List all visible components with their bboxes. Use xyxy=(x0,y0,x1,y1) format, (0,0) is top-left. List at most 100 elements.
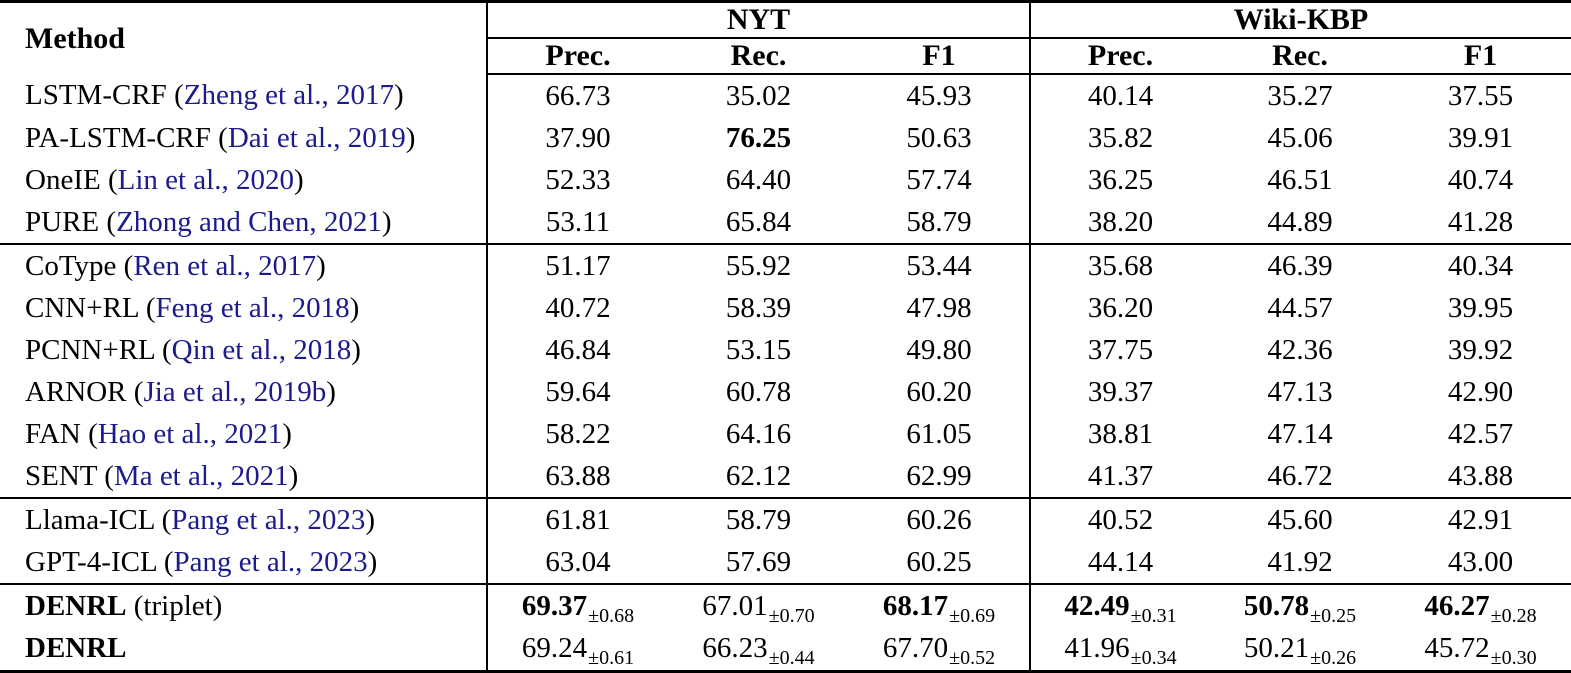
metric-value: 50.63 xyxy=(849,117,1031,160)
metric-value: 57.74 xyxy=(849,159,1031,201)
table-row: PURE (Zhong and Chen, 2021) 53.11 65.84 58.… xyxy=(0,200,1571,245)
metric-value: 62.12 xyxy=(668,455,849,498)
citation-link[interactable]: Feng et al., 2018 xyxy=(155,291,350,324)
citation-link[interactable]: Ma et al., 2021 xyxy=(113,459,289,492)
metric-number: 50.63 xyxy=(906,121,972,154)
metric-value: 52.33 xyxy=(487,159,668,201)
method-name: GPT-4-ICL xyxy=(25,545,157,578)
metric-number: 51.17 xyxy=(545,249,611,282)
metric-number: 67.70 xyxy=(882,632,949,665)
method-name: DENRL xyxy=(25,632,127,665)
method-cell: CoType (Ren et al., 2017) xyxy=(0,244,488,288)
table-section: LSTM-CRF (Zheng et al., 2017) 66.73 35.02 4… xyxy=(0,74,1571,245)
table-row: OneIE (Lin et al., 2020) 52.33 64.40 57.74 3… xyxy=(0,159,1571,201)
col-header-nyt-prec: Prec. xyxy=(487,38,668,75)
metric-value: 37.90 xyxy=(487,117,668,159)
method-cell: GPT-4-ICL (Pang et al., 2023) xyxy=(0,541,488,585)
col-header-method: Method xyxy=(0,1,488,74)
metric-number: 50.21 xyxy=(1243,632,1310,665)
metric-number: 46.51 xyxy=(1267,163,1333,196)
table-section: Llama-ICL (Pang et al., 2023) 61.81 58.79 6… xyxy=(0,498,1571,585)
metric-number: 35.82 xyxy=(1087,121,1154,154)
metric-number: 39.92 xyxy=(1447,333,1514,366)
metric-value: 58.39 xyxy=(668,287,849,329)
metric-value: 58.22 xyxy=(487,413,668,455)
citation-link[interactable]: Pang et al., 2023 xyxy=(171,503,366,536)
citation-link[interactable]: Zhong and Chen, 2021 xyxy=(116,205,382,238)
table-row: CNN+RL (Feng et al., 2018) 40.72 58.39 47.9… xyxy=(0,287,1571,330)
metric-value: 45.60 xyxy=(1210,498,1390,541)
metric-number: 46.27 xyxy=(1424,590,1490,623)
metric-number: 50.78 xyxy=(1243,590,1310,623)
metric-number: 46.84 xyxy=(545,333,611,366)
metric-number: 64.16 xyxy=(725,417,792,450)
metric-number: 46.39 xyxy=(1267,249,1333,282)
metric-value: 42.49±0.31 xyxy=(1030,584,1210,627)
method-cell: ARNOR (Jia et al., 2019b) xyxy=(0,371,488,414)
method-name: FAN xyxy=(25,417,81,450)
metric-value: 55.92 xyxy=(668,244,849,287)
table-section: DENRL (triplet) 69.37±0.68 67.01±0.70 68.17… xyxy=(0,584,1571,672)
method-name: OneIE xyxy=(25,163,101,196)
metric-number: 76.25 xyxy=(725,121,792,154)
table-row: DENRL 69.24±0.61 66.23±0.44 67.70±0.52 41.96… xyxy=(0,627,1571,672)
metric-value: 60.25 xyxy=(849,541,1031,585)
table-row: PCNN+RL (Qin et al., 2018) 46.84 53.15 49.8… xyxy=(0,329,1571,372)
metric-value: 68.17±0.69 xyxy=(849,584,1031,628)
method-name: SENT xyxy=(25,459,97,492)
metric-number: 62.12 xyxy=(725,459,792,492)
citation-link[interactable]: Hao et al., 2021 xyxy=(97,417,283,450)
metric-value: 46.39 xyxy=(1210,244,1390,287)
metric-number: 43.88 xyxy=(1447,459,1514,492)
metric-number: 42.36 xyxy=(1267,333,1333,366)
metric-number: 42.90 xyxy=(1447,375,1514,408)
metric-value: 69.37±0.68 xyxy=(487,584,668,627)
metric-number: 58.22 xyxy=(545,417,611,450)
method-cell: LSTM-CRF (Zheng et al., 2017) xyxy=(0,74,488,118)
metric-number: 60.25 xyxy=(906,545,972,578)
metric-value: 40.74 xyxy=(1390,159,1571,201)
metric-value: 44.14 xyxy=(1030,541,1210,584)
col-group-nyt: NYT xyxy=(487,1,1031,39)
metric-number: 45.06 xyxy=(1267,121,1333,154)
metric-value: 50.21±0.26 xyxy=(1210,628,1390,672)
metric-value: 46.72 xyxy=(1210,455,1390,498)
metric-stddev: ±0.28 xyxy=(1490,605,1537,628)
citation-link[interactable]: Dai et al., 2019 xyxy=(227,121,406,154)
metric-value: 45.93 xyxy=(849,74,1031,118)
metric-number: 42.91 xyxy=(1447,503,1514,536)
method-cell: PURE (Zhong and Chen, 2021) xyxy=(0,200,488,245)
method-cell: PCNN+RL (Qin et al., 2018) xyxy=(0,329,488,372)
metric-value: 42.36 xyxy=(1210,329,1390,371)
metric-value: 66.73 xyxy=(487,74,668,117)
metric-value: 60.26 xyxy=(849,498,1031,542)
method-cell: SENT (Ma et al., 2021) xyxy=(0,454,488,499)
citation-link[interactable]: Zheng et al., 2017 xyxy=(183,79,394,112)
citation-link[interactable]: Qin et al., 2018 xyxy=(171,333,352,366)
metric-number: 35.02 xyxy=(725,79,792,112)
method-cell: DENRL (triplet) xyxy=(0,584,488,628)
metric-value: 40.52 xyxy=(1030,498,1210,541)
metric-number: 46.72 xyxy=(1267,459,1333,492)
citation-link[interactable]: Jia et al., 2019b xyxy=(143,375,327,408)
metric-value: 39.37 xyxy=(1030,371,1210,413)
citation-link[interactable]: Lin et al., 2020 xyxy=(117,163,294,196)
citation-link[interactable]: Pang et al., 2023 xyxy=(173,545,368,578)
metric-value: 60.78 xyxy=(668,371,849,413)
metric-value: 38.20 xyxy=(1030,201,1210,244)
metric-value: 41.92 xyxy=(1210,541,1390,584)
metric-value: 37.55 xyxy=(1390,74,1571,117)
metric-number: 41.37 xyxy=(1087,459,1154,492)
metric-value: 36.20 xyxy=(1030,287,1210,329)
table-section: CoType (Ren et al., 2017) 51.17 55.92 53.44… xyxy=(0,244,1571,499)
metric-number: 38.81 xyxy=(1087,417,1154,450)
method-cell: PA-LSTM-CRF (Dai et al., 2019) xyxy=(0,117,488,160)
metric-value: 67.70±0.52 xyxy=(849,627,1031,672)
citation-link[interactable]: Ren et al., 2017 xyxy=(133,249,317,282)
metric-value: 37.75 xyxy=(1030,329,1210,371)
metric-value: 61.05 xyxy=(849,413,1031,455)
metric-value: 43.00 xyxy=(1390,541,1571,584)
metric-number: 59.64 xyxy=(545,375,611,408)
